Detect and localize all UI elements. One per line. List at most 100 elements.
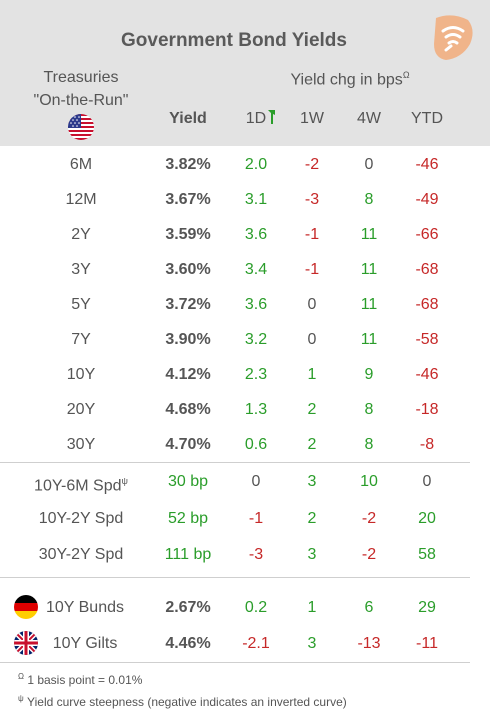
change-1d: 3.1 xyxy=(244,191,268,208)
table-row: 3Y 3.60% 3.4 -1 11 -68 xyxy=(0,252,490,287)
table-row: 10Y 4.12% 2.3 1 9 -46 xyxy=(0,357,490,392)
change-4w: -13 xyxy=(357,635,381,652)
change-4w: 8 xyxy=(364,436,374,453)
table-row: 2Y 3.59% 3.6 -1 11 -66 xyxy=(0,217,490,252)
column-header-1d[interactable]: 1D xyxy=(236,110,286,128)
footnote-symbol: ψ xyxy=(18,694,24,703)
spread-label-text: 30Y-2Y Spd xyxy=(38,546,124,563)
yield-value: 4.12% xyxy=(165,366,211,383)
omega-footnote-marker: Ω xyxy=(402,70,410,80)
change-1w: 2 xyxy=(307,401,317,418)
change-1w: 0 xyxy=(307,331,317,348)
change-1w: 1 xyxy=(307,599,317,616)
change-1d: 3.6 xyxy=(244,296,268,313)
footnote-steepness: ψ Yield curve steepness (negative indica… xyxy=(18,694,347,709)
us-flag-icon xyxy=(68,114,94,140)
table-row: 10Y Bunds 2.67% 0.2 1 6 29 xyxy=(0,590,490,625)
signal-logo-icon xyxy=(434,15,473,60)
column-header-ytd[interactable]: YTD xyxy=(411,110,443,127)
maturity-label: 20Y xyxy=(66,401,96,418)
change-ytd: -18 xyxy=(415,401,439,418)
change-1d: -2.1 xyxy=(242,635,270,652)
change-1w: -1 xyxy=(304,261,320,278)
change-ytd: -11 xyxy=(416,635,438,652)
change-ytd: 58 xyxy=(418,546,436,563)
maturity-label: 7Y xyxy=(71,331,91,348)
bond-label: 10Y Gilts xyxy=(52,635,118,652)
maturity-label: 12M xyxy=(65,191,97,208)
change-4w: -2 xyxy=(361,510,377,527)
change-ytd: -68 xyxy=(415,296,439,313)
change-4w: 0 xyxy=(364,156,374,173)
change-ytd: 29 xyxy=(418,599,436,616)
change-4w: 11 xyxy=(360,226,378,243)
change-ytd: -68 xyxy=(415,261,439,278)
change-ytd: -66 xyxy=(415,226,439,243)
change-4w: 8 xyxy=(364,191,374,208)
change-1d: 2.3 xyxy=(244,366,268,383)
change-1d: 0 xyxy=(251,473,261,490)
uk-flag-icon xyxy=(14,631,38,655)
spread-value: 111 bp xyxy=(164,546,212,563)
yield-value: 3.60% xyxy=(165,261,211,278)
spread-value: 52 bp xyxy=(167,510,209,527)
change-1w: 1 xyxy=(307,366,317,383)
maturity-label: 2Y xyxy=(71,226,91,243)
maturity-label: 30Y xyxy=(66,436,96,453)
footnote-text: 1 basis point = 0.01% xyxy=(27,673,143,687)
maturity-label: 3Y xyxy=(71,261,91,278)
change-1w: 3 xyxy=(307,473,317,490)
yield-value: 3.82% xyxy=(165,156,211,173)
on-the-run-label: "On-the-Run" xyxy=(33,92,129,109)
sort-indicator-icon xyxy=(268,110,276,124)
change-1d: 2.0 xyxy=(244,156,268,173)
change-ytd: 20 xyxy=(418,510,436,527)
page-title: Government Bond Yields xyxy=(121,30,347,51)
table-row: 10Y-6M Spdψ 30 bp 0 3 10 0 xyxy=(0,464,490,499)
yield-change-label: Yield chg in bps xyxy=(290,71,403,89)
change-1d: 3.4 xyxy=(244,261,268,278)
divider xyxy=(0,462,470,463)
change-ytd: -49 xyxy=(415,191,439,208)
yield-value: 4.70% xyxy=(165,436,211,453)
yield-change-heading: Yield chg in bpsΩ xyxy=(240,70,460,89)
table-row: 12M 3.67% 3.1 -3 8 -49 xyxy=(0,182,490,217)
treasuries-label: Treasuries xyxy=(43,69,119,86)
column-header-1w[interactable]: 1W xyxy=(300,110,324,127)
maturity-label: 5Y xyxy=(71,296,91,313)
change-1w: 0 xyxy=(307,296,317,313)
change-1d: 0.6 xyxy=(244,436,268,453)
yield-value: 2.67% xyxy=(165,599,211,616)
change-4w: 9 xyxy=(364,366,374,383)
divider xyxy=(0,577,470,578)
table-row: 7Y 3.90% 3.2 0 11 -58 xyxy=(0,322,490,357)
footnote-basis-point: Ω 1 basis point = 0.01% xyxy=(18,672,142,687)
table-row: 10Y-2Y Spd 52 bp -1 2 -2 20 xyxy=(0,501,490,536)
change-4w: 6 xyxy=(364,599,374,616)
footnote-text: Yield curve steepness (negative indicate… xyxy=(27,695,347,709)
change-4w: -2 xyxy=(361,546,377,563)
spread-label: 30Y-2Y Spd xyxy=(0,537,162,572)
column-header-yield[interactable]: Yield xyxy=(169,110,207,127)
divider xyxy=(0,662,470,663)
spread-label-text: 10Y-2Y Spd xyxy=(38,510,124,527)
yield-value: 4.46% xyxy=(165,635,211,652)
yield-value: 3.72% xyxy=(165,296,211,313)
change-1d: -1 xyxy=(248,510,264,527)
spread-label: 10Y-2Y Spd xyxy=(0,501,162,536)
column-header-4w[interactable]: 4W xyxy=(357,110,381,127)
yield-value: 3.90% xyxy=(165,331,211,348)
change-1w: 2 xyxy=(307,436,317,453)
table-row: 6M 3.82% 2.0 -2 0 -46 xyxy=(0,147,490,182)
change-1d: 3.2 xyxy=(244,331,268,348)
change-4w: 11 xyxy=(360,261,378,278)
spread-label: 10Y-6M Spdψ xyxy=(0,464,162,499)
change-1w: 3 xyxy=(307,635,317,652)
change-4w: 10 xyxy=(360,473,378,490)
change-1w: -3 xyxy=(304,191,320,208)
table-row: 30Y-2Y Spd 111 bp -3 3 -2 58 xyxy=(0,537,490,572)
spread-label-text: 10Y-6M Spd xyxy=(34,477,122,495)
psi-footnote-marker: ψ xyxy=(121,476,128,486)
table-row: 5Y 3.72% 3.6 0 11 -68 xyxy=(0,287,490,322)
table-row: 20Y 4.68% 1.3 2 8 -18 xyxy=(0,392,490,427)
